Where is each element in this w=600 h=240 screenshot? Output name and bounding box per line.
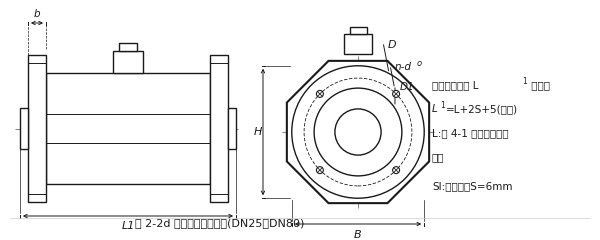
Circle shape [392,167,400,174]
Bar [228,108,236,149]
Text: n-d: n-d [395,62,412,72]
Text: 1: 1 [440,101,445,110]
Text: 图 2-2d 一体型电磁流量计(DN25～DN80): 图 2-2d 一体型电磁流量计(DN25～DN80) [136,218,305,228]
Circle shape [392,90,400,97]
Text: L1: L1 [121,221,134,231]
Bar [113,51,143,73]
Bar [119,43,137,51]
Bar [20,108,28,149]
Text: D1: D1 [400,82,415,92]
Bar [210,55,228,202]
Text: D: D [388,40,397,50]
Text: SI:接地环，S=6mm: SI:接地环，S=6mm [432,181,512,191]
Bar [349,27,367,34]
Circle shape [316,167,323,174]
Text: L:表 4-1 中仪表理论长: L:表 4-1 中仪表理论长 [432,128,509,138]
Circle shape [316,90,323,97]
Text: H: H [254,127,262,137]
Text: 注：仪表长度 L: 注：仪表长度 L [432,80,479,90]
Bar [344,34,372,54]
Text: 度。: 度。 [432,152,445,162]
Polygon shape [287,61,429,203]
Text: 含衬里: 含衬里 [528,80,550,90]
Text: B: B [354,230,362,240]
Text: b: b [34,9,40,19]
Bar [28,55,46,202]
Text: L: L [432,104,438,114]
Text: =L+2S+5(允差): =L+2S+5(允差) [446,104,518,114]
Bar [46,73,210,184]
Text: o: o [417,59,422,68]
Text: 1: 1 [522,77,527,86]
